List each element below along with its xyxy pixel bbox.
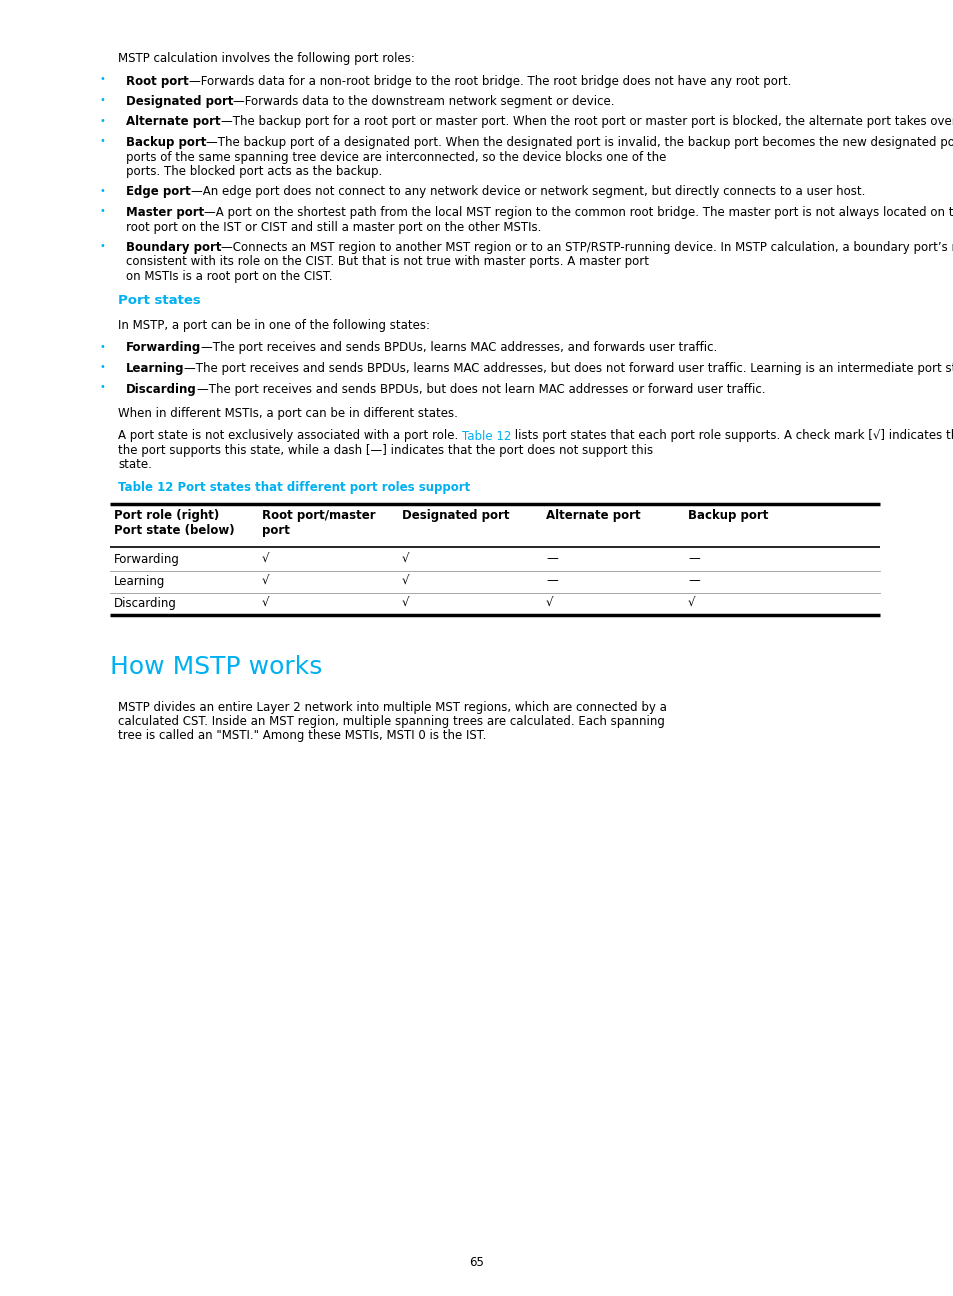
- Text: —Connects an MST region to another MST region or to an STP/RSTP-running device. : —Connects an MST region to another MST r…: [221, 241, 953, 254]
- Text: •: •: [100, 382, 106, 393]
- Text: Backup port: Backup port: [687, 509, 767, 522]
- Text: —: —: [687, 574, 699, 587]
- Text: Discarding: Discarding: [113, 596, 176, 609]
- Text: —: —: [545, 574, 558, 587]
- Text: —The port receives and sends BPDUs, but does not learn MAC addresses or forward : —The port receives and sends BPDUs, but …: [196, 382, 764, 395]
- Text: Port state (below): Port state (below): [113, 524, 234, 537]
- Text: Alternate port: Alternate port: [545, 509, 640, 522]
- Text: Forwarding: Forwarding: [113, 552, 180, 565]
- Text: lists port states that each port role supports. A check mark [√] indicates that: lists port states that each port role su…: [511, 429, 953, 442]
- Text: Designated port: Designated port: [401, 509, 509, 522]
- Text: √: √: [262, 596, 269, 609]
- Text: How MSTP works: How MSTP works: [110, 654, 322, 679]
- Text: tree is called an "MSTI." Among these MSTIs, MSTI 0 is the IST.: tree is called an "MSTI." Among these MS…: [118, 730, 486, 743]
- Text: Master port: Master port: [126, 206, 204, 219]
- Text: √: √: [687, 596, 695, 609]
- Text: •: •: [100, 241, 106, 251]
- Text: 65: 65: [469, 1256, 484, 1269]
- Text: Root port: Root port: [126, 74, 189, 88]
- Text: √: √: [401, 574, 409, 587]
- Text: Forwarding: Forwarding: [126, 342, 201, 355]
- Text: •: •: [100, 136, 106, 146]
- Text: —: —: [545, 552, 558, 565]
- Text: MSTP divides an entire Layer 2 network into multiple MST regions, which are conn: MSTP divides an entire Layer 2 network i…: [118, 701, 666, 714]
- Text: —: —: [687, 552, 699, 565]
- Text: •: •: [100, 115, 106, 126]
- Text: Boundary port: Boundary port: [126, 241, 221, 254]
- Text: —Forwards data to the downstream network segment or device.: —Forwards data to the downstream network…: [233, 95, 615, 108]
- Text: port: port: [262, 524, 290, 537]
- Text: √: √: [401, 596, 409, 609]
- Text: •: •: [100, 95, 106, 105]
- Text: Discarding: Discarding: [126, 382, 196, 395]
- Text: √: √: [262, 574, 269, 587]
- Text: ports. The blocked port acts as the backup.: ports. The blocked port acts as the back…: [126, 165, 382, 178]
- Text: √: √: [401, 552, 409, 565]
- Text: Root port/master: Root port/master: [262, 509, 375, 522]
- Text: A port state is not exclusively associated with a port role.: A port state is not exclusively associat…: [118, 429, 461, 442]
- Text: —An edge port does not connect to any network device or network segment, but dir: —An edge port does not connect to any ne…: [191, 185, 864, 198]
- Text: Table 12: Table 12: [461, 429, 511, 442]
- Text: —The backup port of a designated port. When the designated port is invalid, the : —The backup port of a designated port. W…: [206, 136, 953, 149]
- Text: MSTP calculation involves the following port roles:: MSTP calculation involves the following …: [118, 52, 415, 65]
- Text: Alternate port: Alternate port: [126, 115, 220, 128]
- Text: Edge port: Edge port: [126, 185, 191, 198]
- Text: state.: state.: [118, 459, 152, 472]
- Text: —A port on the shortest path from the local MST region to the common root bridge: —A port on the shortest path from the lo…: [204, 206, 953, 219]
- Text: Learning: Learning: [113, 574, 165, 587]
- Text: √: √: [545, 596, 553, 609]
- Text: Table 12 Port states that different port roles support: Table 12 Port states that different port…: [118, 481, 470, 494]
- Text: on MSTIs is a root port on the CIST.: on MSTIs is a root port on the CIST.: [126, 270, 333, 283]
- Text: •: •: [100, 206, 106, 216]
- Text: —The backup port for a root port or master port. When the root port or master po: —The backup port for a root port or mast…: [220, 115, 953, 128]
- Text: Port states: Port states: [118, 294, 200, 307]
- Text: Learning: Learning: [126, 362, 184, 375]
- Text: •: •: [100, 362, 106, 372]
- Text: In MSTP, a port can be in one of the following states:: In MSTP, a port can be in one of the fol…: [118, 319, 430, 332]
- Text: consistent with its role on the CIST. But that is not true with master ports. A : consistent with its role on the CIST. Bu…: [126, 255, 648, 268]
- Text: When in different MSTIs, a port can be in different states.: When in different MSTIs, a port can be i…: [118, 407, 457, 420]
- Text: calculated CST. Inside an MST region, multiple spanning trees are calculated. Ea: calculated CST. Inside an MST region, mu…: [118, 715, 664, 728]
- Text: root port on the IST or CIST and still a master port on the other MSTIs.: root port on the IST or CIST and still a…: [126, 220, 540, 233]
- Text: •: •: [100, 342, 106, 351]
- Text: •: •: [100, 185, 106, 196]
- Text: —Forwards data for a non-root bridge to the root bridge. The root bridge does no: —Forwards data for a non-root bridge to …: [189, 74, 790, 88]
- Text: Port role (right): Port role (right): [113, 509, 219, 522]
- Text: Designated port: Designated port: [126, 95, 233, 108]
- Text: ports of the same spanning tree device are interconnected, so the device blocks : ports of the same spanning tree device a…: [126, 150, 666, 163]
- Text: √: √: [262, 552, 269, 565]
- Text: —The port receives and sends BPDUs, learns MAC addresses, and forwards user traf: —The port receives and sends BPDUs, lear…: [201, 342, 717, 355]
- Text: Backup port: Backup port: [126, 136, 206, 149]
- Text: •: •: [100, 74, 106, 84]
- Text: the port supports this state, while a dash [—] indicates that the port does not : the port supports this state, while a da…: [118, 445, 653, 457]
- Text: —The port receives and sends BPDUs, learns MAC addresses, but does not forward u: —The port receives and sends BPDUs, lear…: [184, 362, 953, 375]
